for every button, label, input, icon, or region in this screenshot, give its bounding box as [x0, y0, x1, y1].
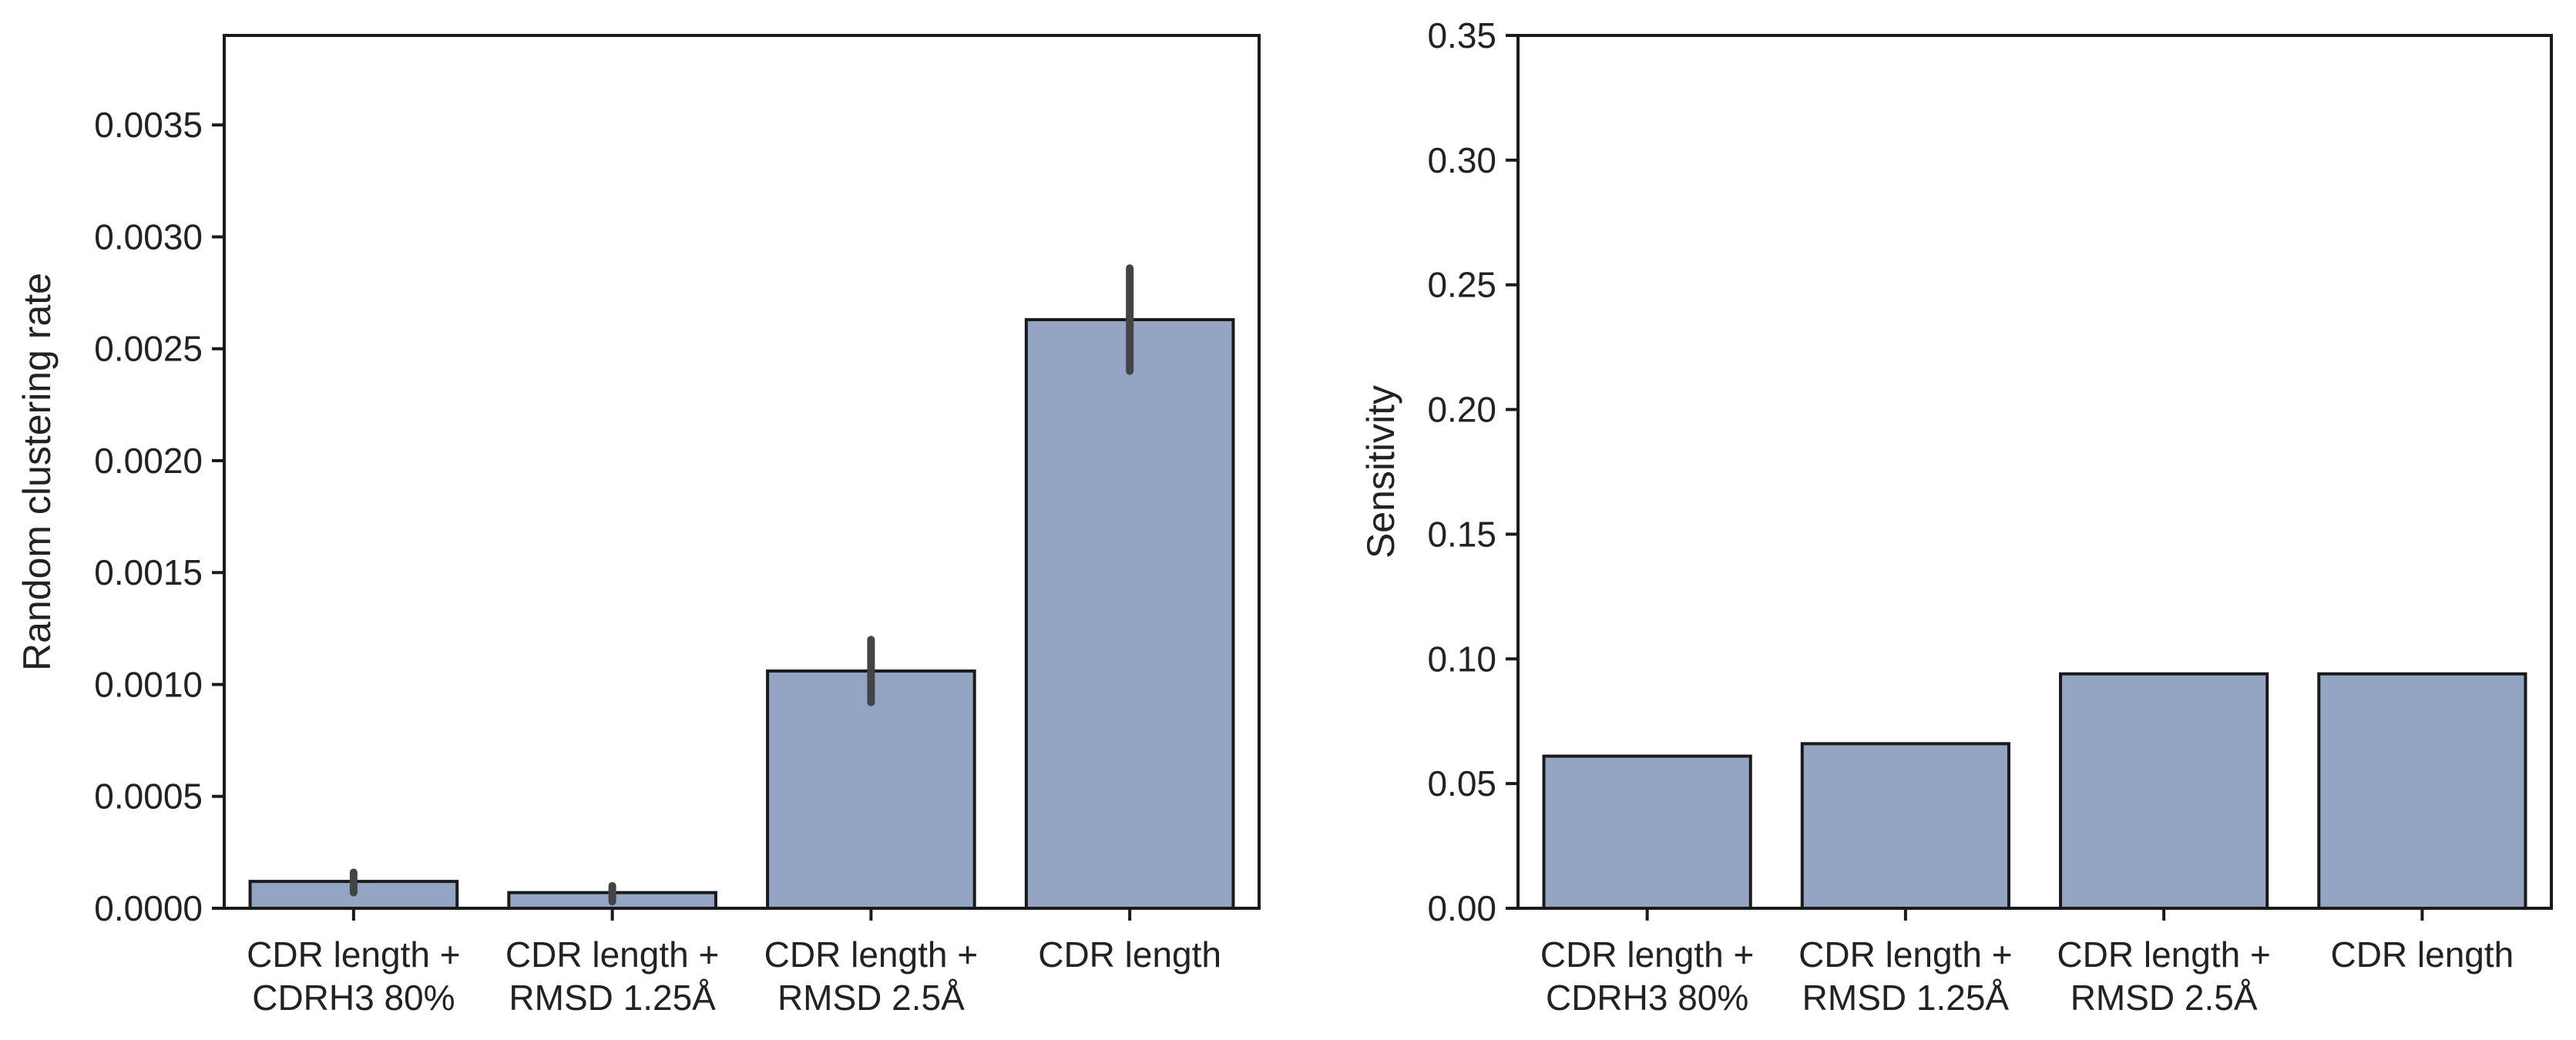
clustering-category-label-1-line-0: CDR length + — [505, 934, 719, 975]
sensitivity-category-label-0-line-1: CDRH3 80% — [1546, 978, 1748, 1018]
sensitivity-plot-frame — [1516, 34, 2553, 910]
clustering-y-tick-label-5: 0.0025 — [94, 329, 203, 369]
clustering-y-tick-label-1: 0.0005 — [94, 777, 203, 817]
sensitivity-y-tick-label-0: 0.00 — [1427, 888, 1496, 928]
clustering-category-label-3-line-0: CDR length — [1038, 934, 1221, 975]
sensitivity-bar-2 — [2059, 672, 2269, 910]
clustering-category-label-1-line-1: RMSD 1.25Å — [509, 978, 716, 1018]
sensitivity-category-label-1-line-0: CDR length + — [1798, 934, 2012, 975]
sensitivity-category-label-1-line-1: RMSD 1.25Å — [1802, 978, 2010, 1018]
clustering-rate-chart: 0.0000 0.0005 0.0010 0.0015 0.0020 0.0025 0.00… — [15, 34, 1261, 1018]
sensitivity-category-label-3-line-0: CDR length — [2330, 934, 2514, 975]
clustering-y-tick-label-7: 0.0035 — [94, 105, 203, 145]
clustering-category-label-2-line-0: CDR length + — [764, 934, 978, 975]
clustering-y-tick-label-3: 0.0015 — [94, 552, 203, 592]
clustering-category-label-2-line-1: RMSD 2.5Å — [778, 978, 965, 1018]
sensitivity-bar-3 — [2317, 672, 2527, 910]
sensitivity-y-tick-label-7: 0.35 — [1427, 15, 1496, 55]
sensitivity-bar-1 — [1800, 742, 2010, 910]
sensitivity-category-label-2-line-0: CDR length + — [2057, 934, 2270, 975]
clustering-y-tick-label-6: 0.0030 — [94, 216, 203, 257]
clustering-bar-2 — [766, 669, 976, 910]
sensitivity-category-label-0-line-0: CDR length + — [1540, 934, 1754, 975]
sensitivity-y-tick-label-4: 0.20 — [1427, 390, 1496, 430]
sensitivity-y-tick-label-3: 0.15 — [1427, 514, 1496, 554]
clustering-y-tick-label-2: 0.0010 — [94, 664, 203, 704]
clustering-bar-3 — [1024, 317, 1235, 910]
sensitivity-chart: 0.00 0.05 0.10 0.15 0.20 0.25 0.30 0.35 CDR leng… — [1359, 15, 2553, 1018]
sensitivity-y-tick-label-5: 0.25 — [1427, 265, 1496, 305]
clustering-plot-frame — [223, 34, 1261, 910]
clustering-y-axis-label: Random clustering rate — [15, 273, 59, 671]
clustering-category-label-0-line-0: CDR length + — [247, 934, 460, 975]
clustering-y-tick-label-0: 0.0000 — [94, 888, 203, 928]
clustering-y-tick-label-4: 0.0020 — [94, 441, 203, 481]
sensitivity-y-axis-label: Sensitivity — [1359, 385, 1402, 559]
sensitivity-y-tick-label-1: 0.05 — [1427, 763, 1496, 803]
sensitivity-category-label-2-line-1: RMSD 2.5Å — [2071, 978, 2258, 1018]
clustering-category-label-0-line-1: CDRH3 80% — [252, 978, 455, 1018]
sensitivity-bar-0 — [1542, 754, 1752, 911]
sensitivity-y-tick-label-2: 0.10 — [1427, 639, 1496, 679]
sensitivity-y-tick-label-6: 0.30 — [1427, 140, 1496, 180]
